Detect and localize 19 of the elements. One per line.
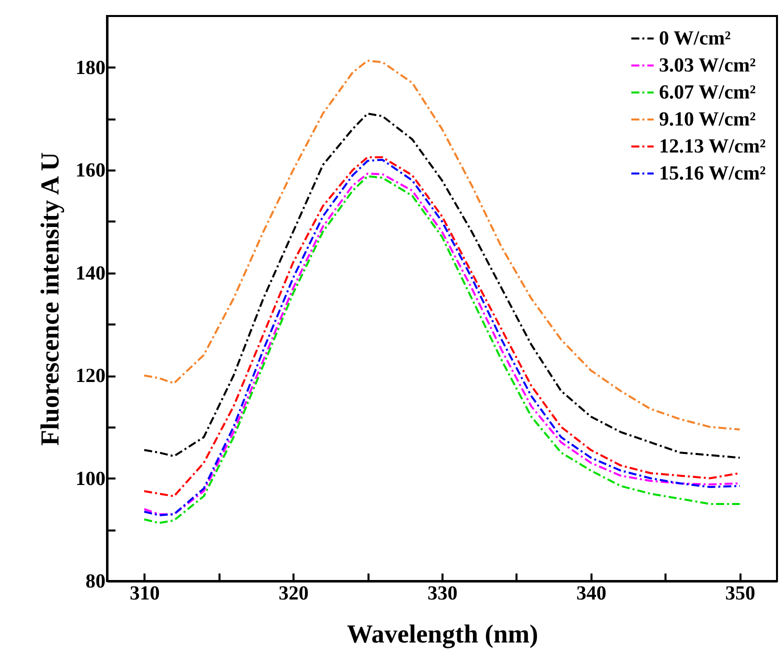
x-tick-label: 310 <box>130 582 160 604</box>
y-tick-label: 160 <box>76 160 106 182</box>
legend-label: 6.07 W/cm² <box>659 82 756 104</box>
y-tick-label: 120 <box>76 365 106 388</box>
legend-label: 9.10 W/cm² <box>659 108 756 130</box>
x-tick-label: 320 <box>278 582 309 604</box>
y-axis-title: Fluorescence intensity A U <box>36 152 64 446</box>
y-tick-label: 180 <box>76 56 106 79</box>
legend-label: 15.16 W/cm² <box>659 162 766 184</box>
y-tick-label: 100 <box>76 468 106 490</box>
x-tick-label: 350 <box>725 582 756 604</box>
y-tick-label: 80 <box>86 570 106 592</box>
legend-label: 0 W/cm² <box>659 28 731 50</box>
x-tick-label: 330 <box>428 582 458 604</box>
y-tick-label: 140 <box>76 262 106 284</box>
legend-label: 12.13 W/cm² <box>659 136 766 158</box>
x-tick-label: 340 <box>576 582 606 604</box>
x-axis-title: Wavelength (nm) <box>346 620 538 648</box>
legend-label: 3.03 W/cm² <box>659 54 756 76</box>
